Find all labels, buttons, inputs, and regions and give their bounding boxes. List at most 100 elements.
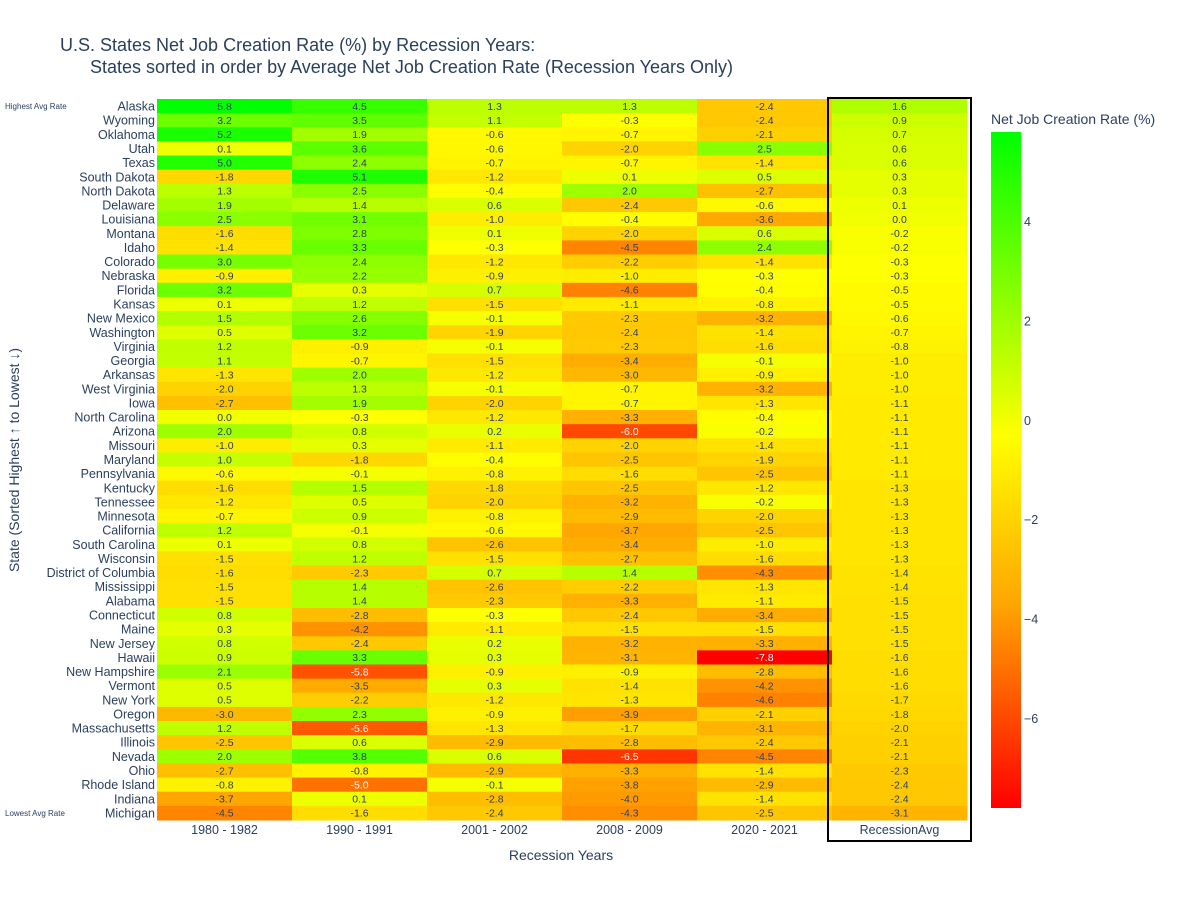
heatmap-cell	[157, 636, 293, 651]
heatmap-cell	[427, 240, 563, 256]
cell-value-label: 0.6	[892, 157, 907, 169]
heatmap-cell	[697, 763, 833, 779]
cell-value-label: -1.1	[755, 596, 773, 608]
heatmap-cell	[292, 763, 428, 779]
cell-value-label: -0.9	[755, 369, 773, 381]
cell-value-label: -2.4	[755, 115, 773, 127]
colorbar-tick-label: 0	[1024, 414, 1031, 428]
heatmap-cell	[697, 494, 833, 510]
heatmap-cell	[427, 268, 563, 284]
heatmap-cell	[292, 424, 428, 439]
heatmap-cell	[157, 593, 293, 609]
heatmap-cell	[697, 791, 833, 807]
heatmap-cell	[562, 494, 698, 510]
cell-value-label: 0.2	[487, 638, 502, 650]
y-tick-label: Iowa	[129, 396, 155, 410]
cell-value-label: -0.9	[485, 666, 503, 678]
cell-value-label: -5.0	[350, 779, 368, 791]
cell-value-label: -1.5	[890, 638, 908, 650]
cell-value-label: -1.7	[890, 695, 908, 707]
cell-value-label: 2.4	[352, 157, 367, 169]
cell-value-label: -2.4	[620, 200, 638, 212]
cell-value-label: -1.5	[890, 624, 908, 636]
heatmap-cell	[832, 777, 968, 793]
cell-value-label: 2.1	[217, 666, 232, 678]
heatmap-cell	[832, 721, 968, 736]
heatmap-cell	[697, 622, 833, 637]
cell-value-label: -1.1	[485, 624, 503, 636]
heatmap-cell	[157, 410, 293, 425]
y-tick-label: New Jersey	[90, 637, 156, 651]
cell-value-label: -0.9	[485, 709, 503, 721]
heatmap-cell	[832, 254, 968, 270]
y-axis-label: State (Sorted Highest ↑ to Lowest ↓)	[6, 348, 22, 572]
heatmap-cell	[832, 395, 968, 411]
heatmap-cell	[832, 749, 968, 764]
heatmap-cell	[157, 325, 293, 340]
cell-value-label: 0.3	[352, 285, 367, 297]
heatmap-cell	[832, 763, 968, 779]
heatmap-cell	[157, 721, 293, 736]
cell-value-label: -1.1	[485, 440, 503, 452]
heatmap-cell	[832, 99, 968, 114]
colorbar	[991, 132, 1021, 808]
cell-value-label: -0.8	[485, 511, 503, 523]
heatmap-cell	[562, 607, 698, 623]
heatmap-cell	[697, 339, 833, 354]
cell-value-label: -3.3	[620, 765, 638, 777]
cell-value-label: -2.0	[620, 228, 638, 240]
cell-value-label: 0.9	[352, 511, 367, 523]
heatmap-cell	[292, 678, 428, 694]
cell-value-label: -2.4	[890, 779, 908, 791]
cell-value-label: 2.3	[352, 709, 367, 721]
y-tick-label: Washington	[89, 326, 155, 340]
y-tick-label: New York	[102, 693, 156, 707]
heatmap-cell	[832, 551, 968, 567]
heatmap-cell	[562, 636, 698, 651]
heatmap-cell	[697, 692, 833, 708]
cell-value-label: 2.0	[217, 751, 232, 763]
cell-value-label: -1.0	[485, 214, 503, 226]
heatmap-cell	[832, 692, 968, 708]
heatmap-cell	[157, 353, 293, 369]
x-axis-label: Recession Years	[509, 847, 613, 863]
heatmap-cell	[157, 777, 293, 793]
heatmap-cell	[697, 678, 833, 694]
heatmap-cell	[427, 99, 563, 114]
cell-value-label: 2.8	[352, 228, 367, 240]
cell-value-label: -0.7	[485, 157, 503, 169]
heatmap-cell	[697, 240, 833, 256]
cell-value-label: 0.8	[352, 426, 367, 438]
cell-value-label: 0.1	[487, 228, 502, 240]
cell-value-label: -6.5	[620, 751, 638, 763]
heatmap-cell	[832, 325, 968, 340]
heatmap-cell	[292, 508, 428, 524]
cell-value-label: -0.7	[890, 327, 908, 339]
heatmap-cell	[697, 508, 833, 524]
cell-value-label: -2.0	[485, 497, 503, 509]
cell-value-label: -1.3	[755, 582, 773, 594]
cell-value-label: 1.3	[352, 384, 367, 396]
y-tick-label: Tennessee	[95, 495, 156, 509]
heatmap-cell	[157, 607, 293, 623]
heatmap-cell	[832, 311, 968, 326]
heatmap-cell	[157, 565, 293, 581]
cell-value-label: -7.8	[755, 652, 773, 664]
cell-value-label: -0.8	[890, 341, 908, 353]
heatmap-cell	[292, 268, 428, 284]
cell-value-label: -2.1	[755, 129, 773, 141]
cell-value-label: -4.5	[620, 242, 638, 254]
cell-value-label: -1.3	[620, 695, 638, 707]
heatmap-cell	[427, 282, 563, 298]
cell-value-label: 1.4	[352, 582, 367, 594]
heatmap-cell	[157, 268, 293, 284]
heatmap-cell	[292, 282, 428, 298]
heatmap-cell	[697, 735, 833, 750]
y-tick-label: Colorado	[104, 255, 155, 269]
cell-value-label: 2.5	[352, 186, 367, 198]
heatmap-cell	[157, 551, 293, 567]
heatmap-cell	[697, 282, 833, 298]
heatmap-cell	[157, 523, 293, 538]
cell-value-label: -4.5	[215, 808, 233, 820]
cell-value-label: 4.5	[352, 101, 367, 113]
